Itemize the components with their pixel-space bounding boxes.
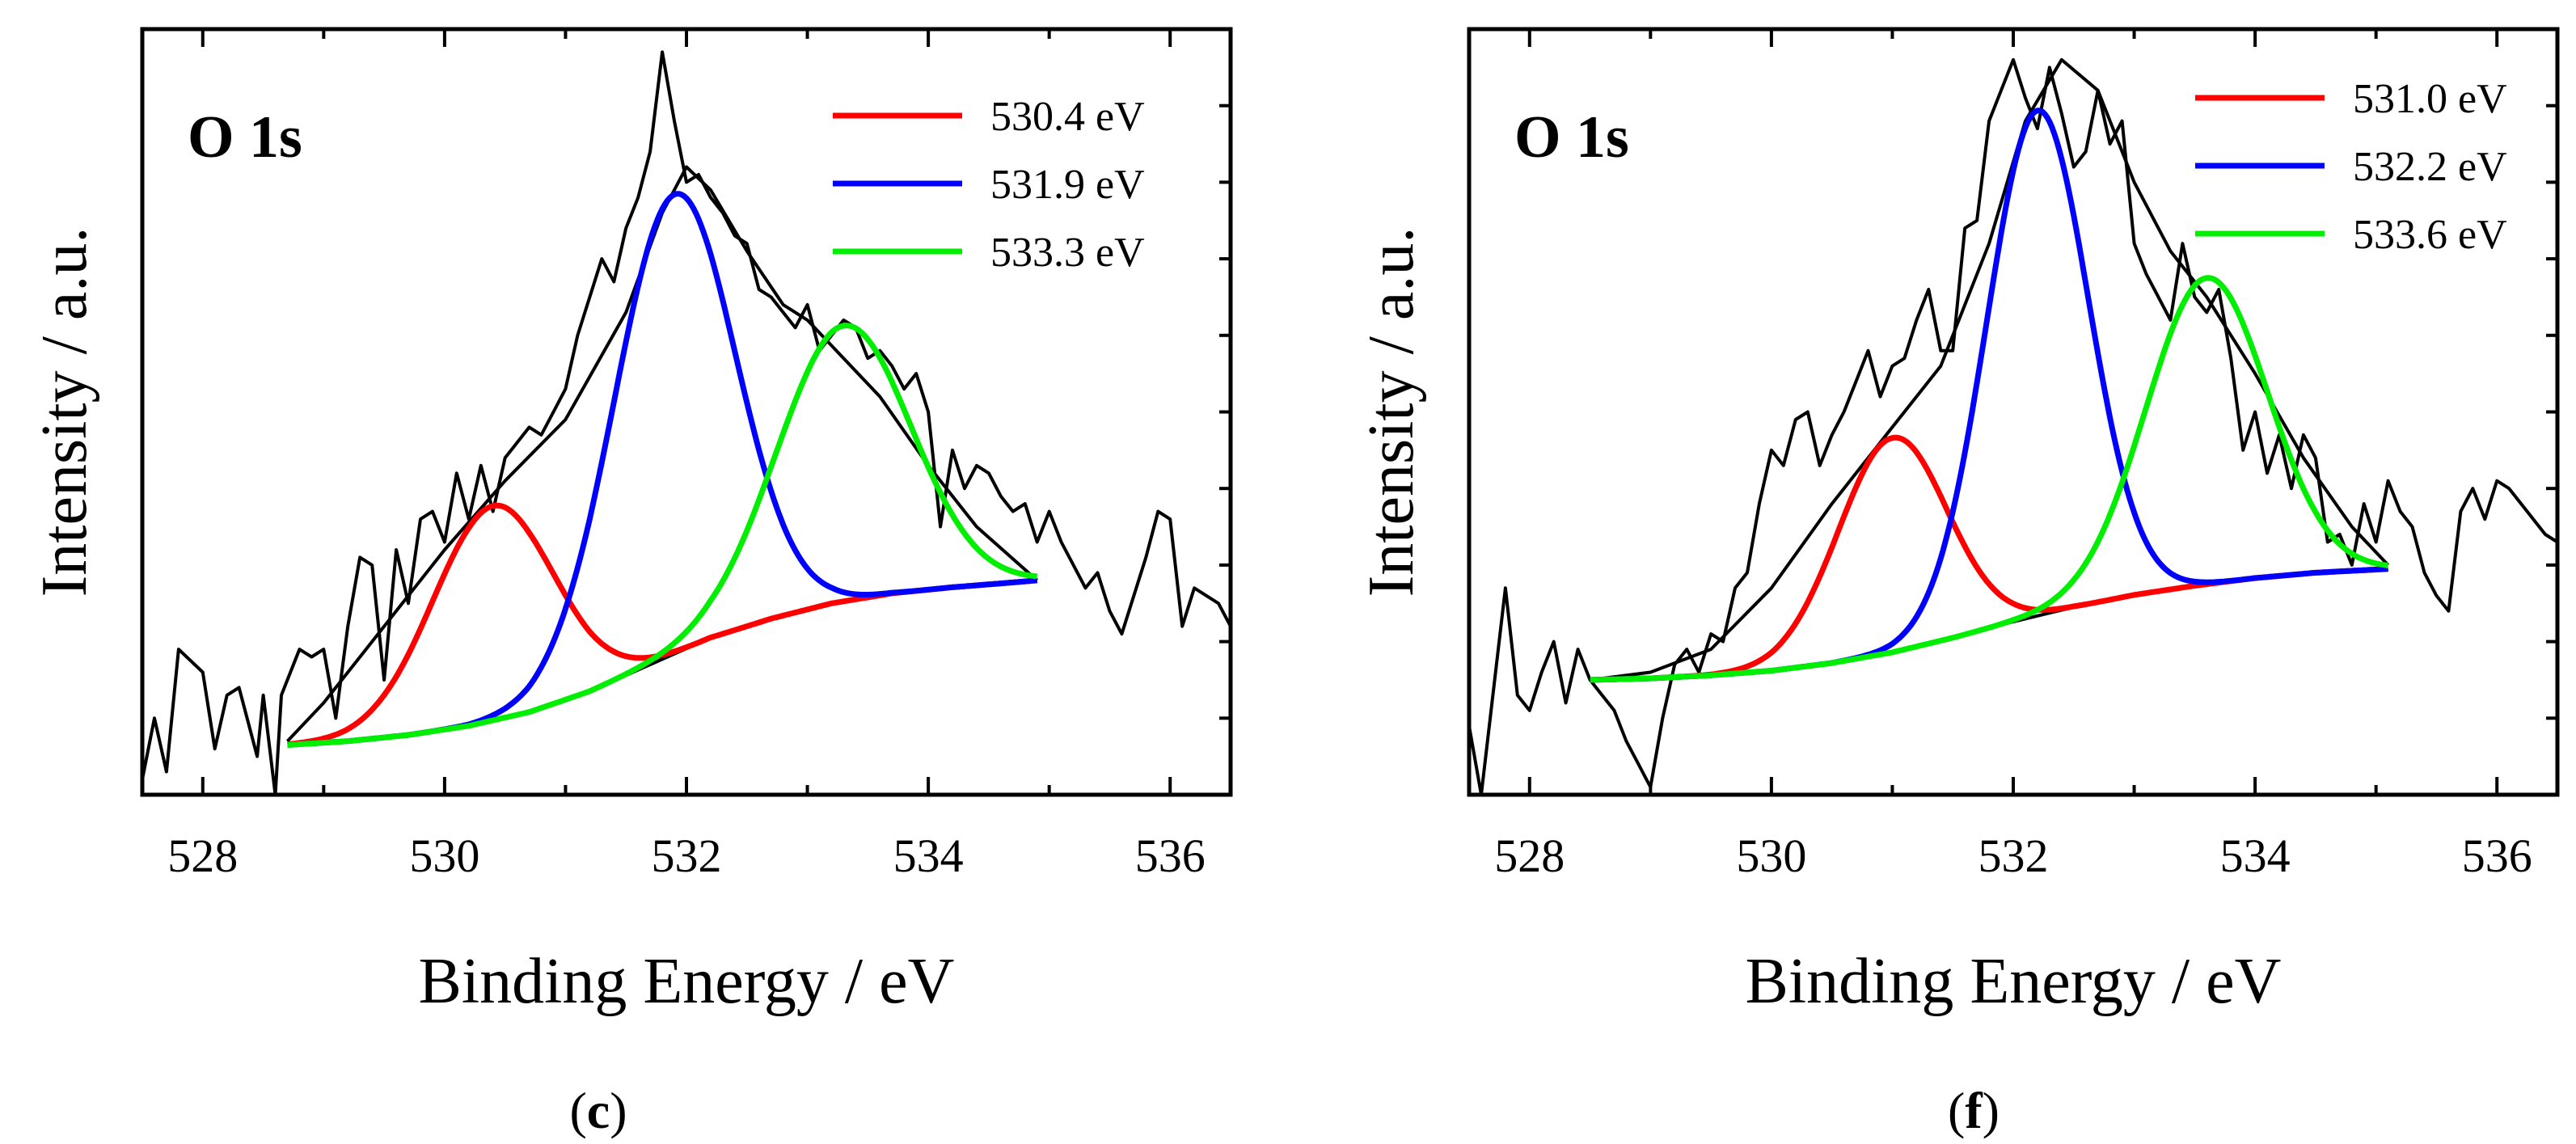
legend: 531.0 eV 532.2 eV 533.6 eV xyxy=(2195,76,2507,258)
x-tick-label: 534 xyxy=(2220,830,2291,882)
panel-caption: (f) xyxy=(1948,1082,2000,1139)
x-tick-label: 530 xyxy=(409,830,479,882)
x-tick-label: 532 xyxy=(652,830,722,882)
panel-caption: (c) xyxy=(569,1082,627,1139)
panel-tag-label: O 1s xyxy=(188,104,302,171)
legend-label: 532.2 eV xyxy=(2353,144,2507,190)
x-tick-label: 534 xyxy=(893,830,964,882)
x-tick-label: 536 xyxy=(1135,830,1206,882)
x-tick-label: 528 xyxy=(167,830,238,882)
y-axis-title: Intensity / a.u. xyxy=(1356,227,1427,597)
x-axis-title: Binding Energy / eV xyxy=(419,946,955,1017)
x-tick-label: 536 xyxy=(2462,830,2532,882)
legend-label: 530.4 eV xyxy=(990,94,1145,140)
peak-component-2 xyxy=(287,191,1038,748)
plot-area xyxy=(142,50,1231,795)
x-tick-label: 528 xyxy=(1494,830,1565,882)
legend-label: 533.3 eV xyxy=(990,230,1145,276)
raw-data-line xyxy=(142,50,1231,795)
panel-tag-label: O 1s xyxy=(1514,104,1629,171)
plot-frame xyxy=(140,27,1233,797)
chart-panel-2: 528 530 532 534 536 Binding Energy / eV Intens… xyxy=(1356,27,2560,1139)
peak-component-3 xyxy=(287,323,1038,748)
peak-component-1 xyxy=(287,502,1038,748)
peak-component-3 xyxy=(1590,275,2389,683)
legend-label: 531.0 eV xyxy=(2353,76,2507,122)
legend-label: 531.9 eV xyxy=(990,162,1145,208)
x-tick-label: 532 xyxy=(1978,830,2049,882)
chart-panel-1: 528 530 532 534 536 Binding Energy / eV Intens… xyxy=(29,27,1233,1139)
legend: 530.4 eV 531.9 eV 533.3 eV xyxy=(833,94,1145,276)
raw-data-line xyxy=(1469,57,2557,795)
x-tick-label: 530 xyxy=(1736,830,1806,882)
plot-area xyxy=(1469,57,2557,795)
legend-label: 533.6 eV xyxy=(2353,212,2507,258)
envelope-fit-line xyxy=(286,165,1039,743)
x-axis-title: Binding Energy / eV xyxy=(1746,946,2282,1017)
y-axis-title: Intensity / a.u. xyxy=(29,227,100,597)
